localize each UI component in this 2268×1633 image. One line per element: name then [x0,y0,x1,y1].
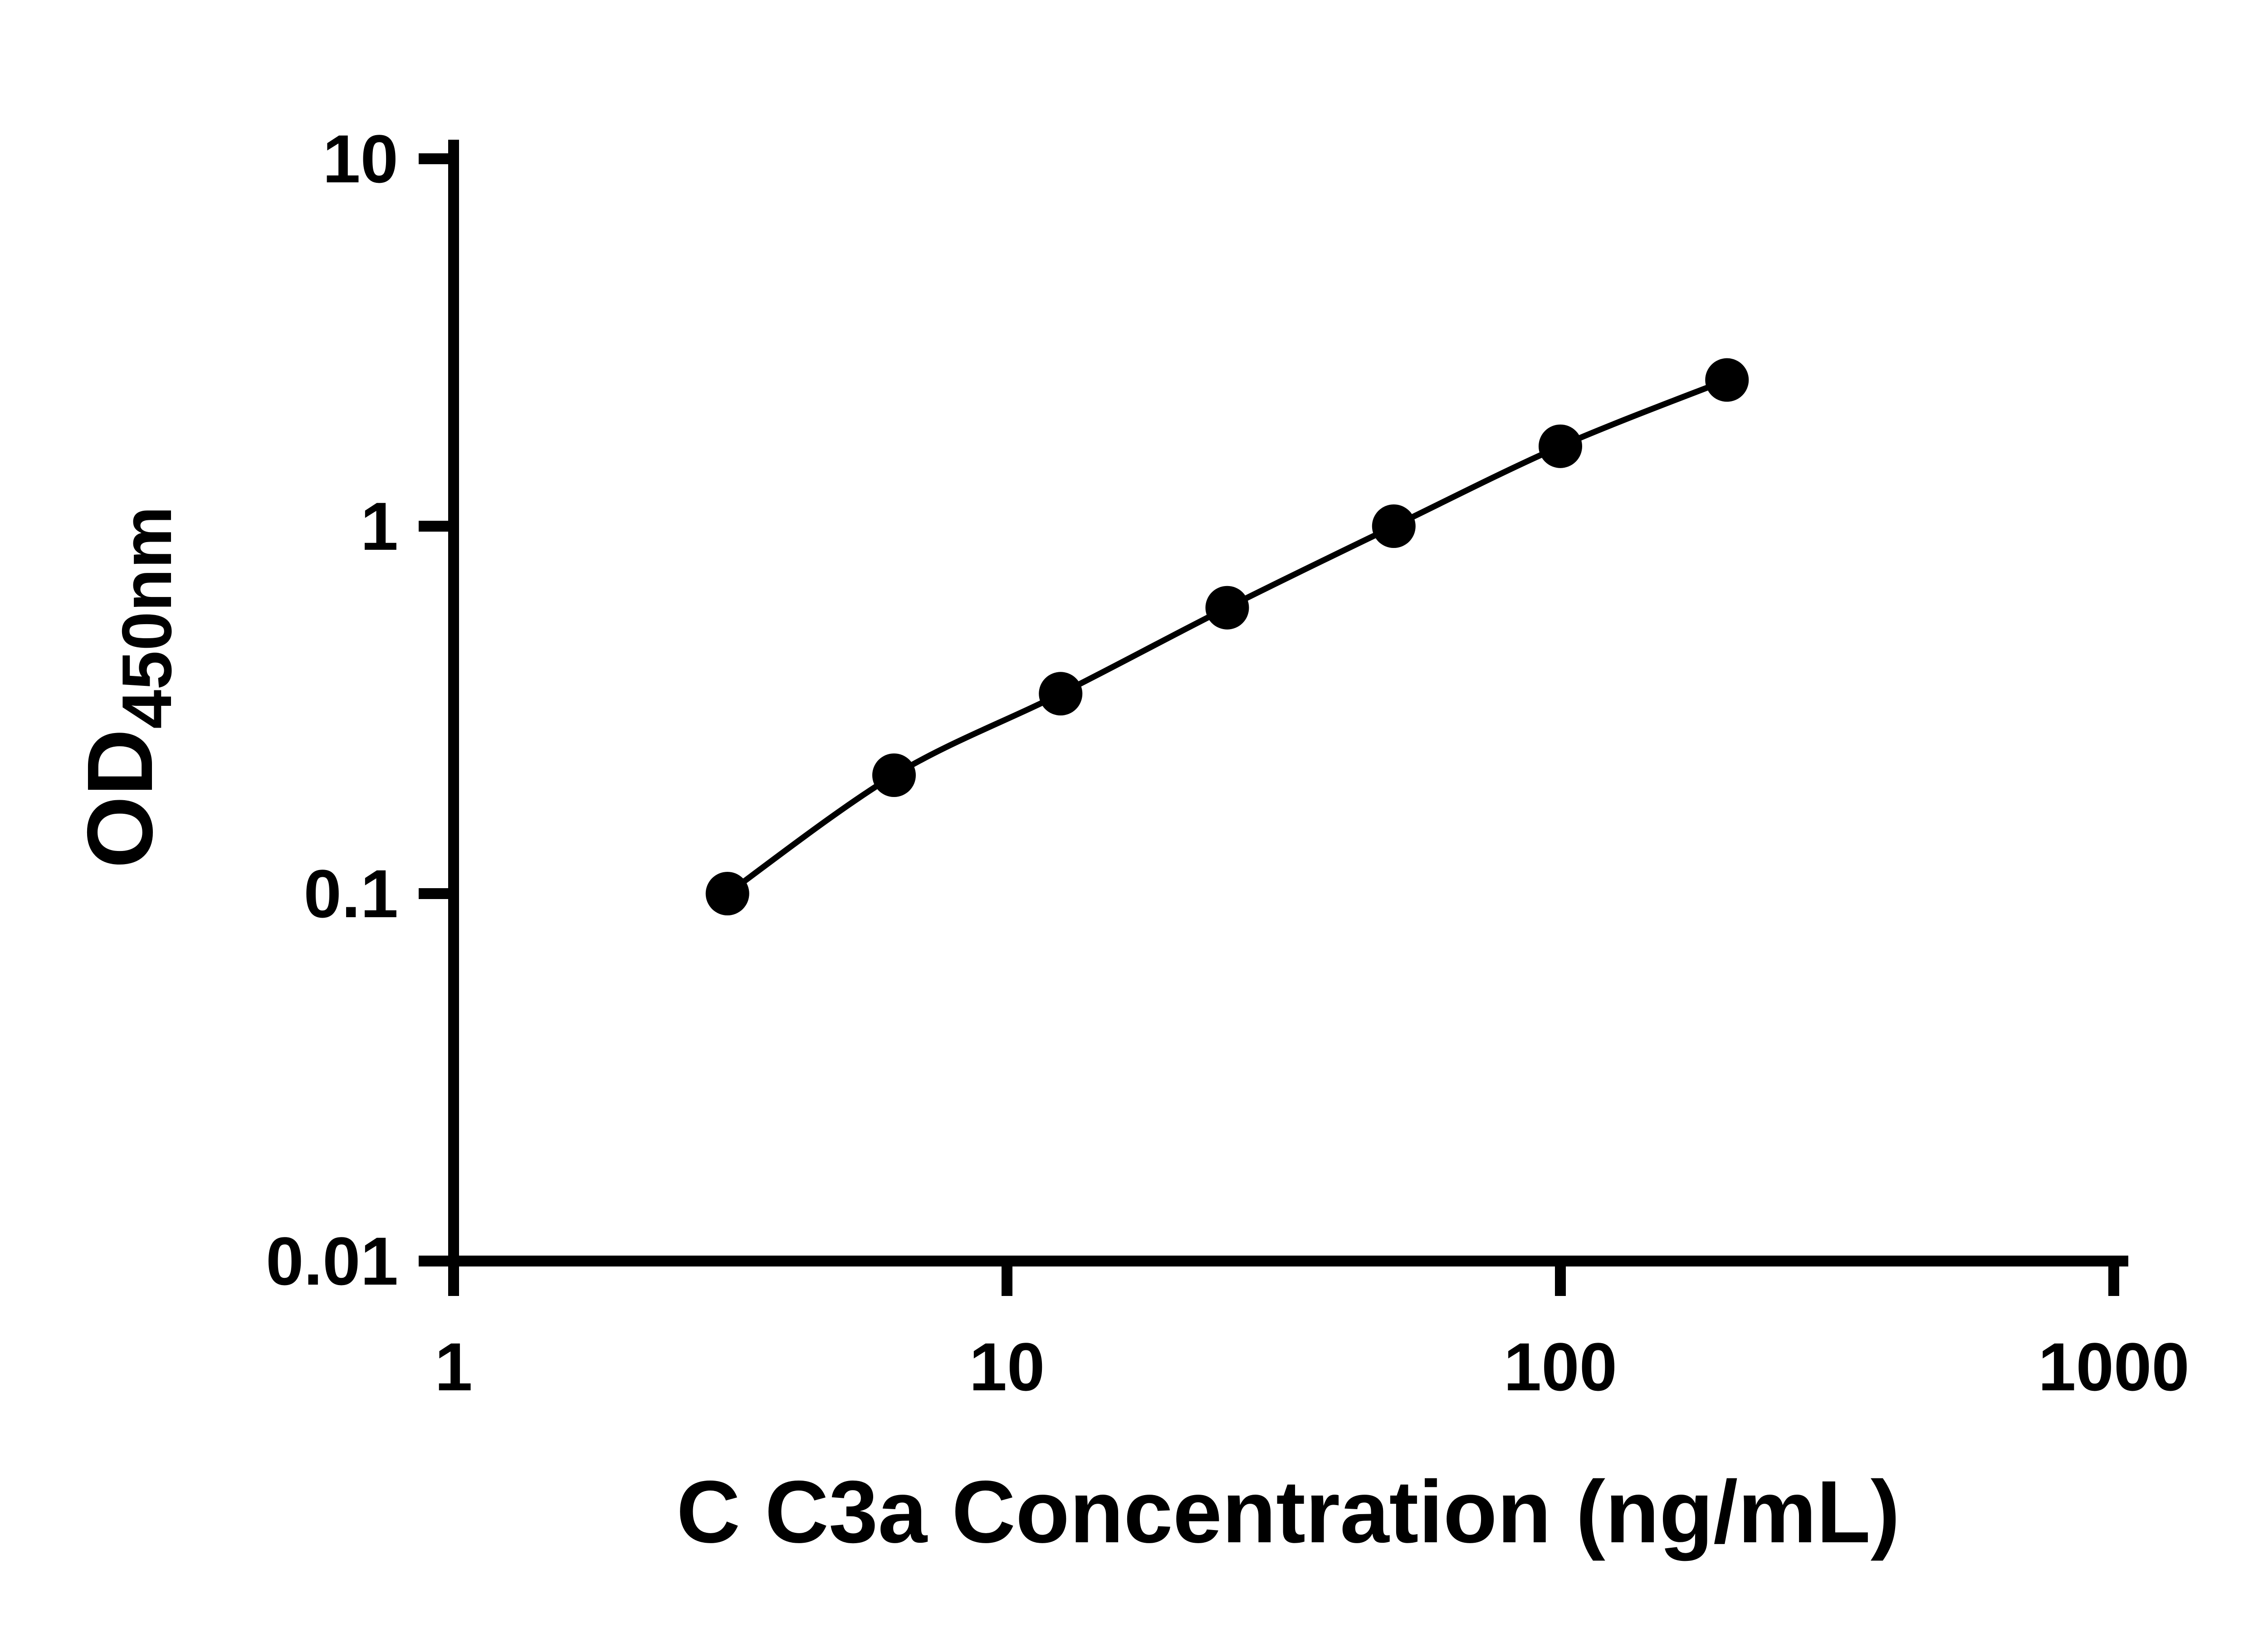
data-point-marker [1205,586,1249,630]
data-point-marker [872,753,916,797]
y-tick-label: 10 [323,121,398,197]
x-tick-label: 1 [435,1329,472,1405]
x-axis-title: C C3a Concentration (ng/mL) [676,1462,1900,1561]
data-point-marker [1039,672,1083,716]
data-point-marker [1539,424,1582,468]
x-tick-label: 1000 [2038,1329,2190,1405]
x-tick-label: 10 [969,1329,1045,1405]
y-tick-label: 0.1 [303,856,398,932]
y-tick-label: 1 [361,488,398,564]
data-point-marker [1372,504,1416,548]
x-tick-label: 100 [1504,1329,1617,1405]
axes-spine [448,140,2128,1266]
y-axis-title-sub: 450nm [108,506,186,729]
data-point-marker [705,872,749,915]
y-axis-title: OD450nm [68,506,186,869]
plot-layer: 1 10 100 1000 0.01 0.1 1 10 [266,121,2190,1405]
y-axis-title-main: OD [68,729,172,869]
data-point-marker [1705,358,1749,402]
y-tick-label: 0.01 [266,1223,398,1299]
